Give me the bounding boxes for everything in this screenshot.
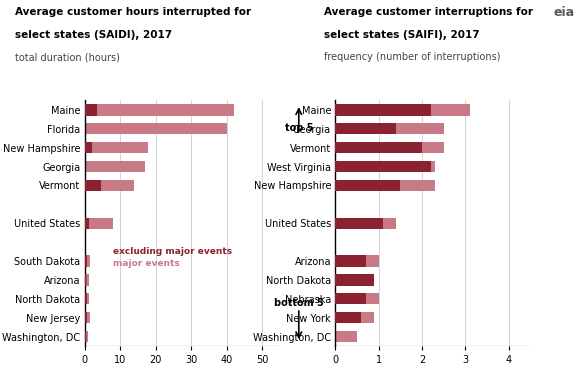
Bar bbox=[85, 142, 149, 153]
Bar bbox=[335, 161, 431, 172]
Bar bbox=[85, 180, 100, 191]
Bar bbox=[85, 218, 113, 229]
Bar bbox=[85, 180, 134, 191]
Bar bbox=[335, 312, 374, 323]
Bar bbox=[335, 331, 357, 342]
Bar bbox=[335, 293, 378, 304]
Bar bbox=[335, 142, 422, 153]
Bar bbox=[335, 274, 374, 286]
Bar bbox=[85, 255, 90, 267]
Bar bbox=[335, 123, 444, 134]
Bar bbox=[335, 218, 383, 229]
Bar bbox=[335, 218, 396, 229]
Bar bbox=[85, 331, 88, 342]
Bar bbox=[85, 104, 234, 116]
Text: total duration (hours): total duration (hours) bbox=[15, 52, 120, 62]
Bar bbox=[335, 123, 396, 134]
Bar bbox=[85, 123, 227, 134]
Bar bbox=[85, 331, 86, 342]
Bar bbox=[85, 293, 87, 304]
Bar bbox=[335, 293, 366, 304]
Bar bbox=[85, 218, 89, 229]
Bar bbox=[85, 293, 89, 304]
Text: select states (SAIDI), 2017: select states (SAIDI), 2017 bbox=[15, 30, 172, 40]
Text: select states (SAIFI), 2017: select states (SAIFI), 2017 bbox=[324, 30, 479, 40]
Text: Average customer interruptions for: Average customer interruptions for bbox=[324, 7, 532, 17]
Text: major events: major events bbox=[113, 259, 180, 268]
Bar bbox=[335, 142, 444, 153]
Bar bbox=[335, 312, 361, 323]
Bar bbox=[85, 312, 87, 323]
Bar bbox=[85, 274, 86, 286]
Text: top 5: top 5 bbox=[285, 122, 313, 132]
Text: Average customer hours interrupted for: Average customer hours interrupted for bbox=[15, 7, 251, 17]
Bar bbox=[85, 142, 92, 153]
Text: frequency (number of interruptions): frequency (number of interruptions) bbox=[324, 52, 500, 62]
Bar bbox=[335, 255, 378, 267]
Bar bbox=[335, 274, 374, 286]
Bar bbox=[335, 104, 431, 116]
Bar bbox=[85, 312, 90, 323]
Bar bbox=[335, 180, 401, 191]
Text: bottom 5: bottom 5 bbox=[274, 298, 324, 308]
Bar bbox=[85, 161, 145, 172]
Bar bbox=[335, 161, 435, 172]
Bar bbox=[335, 180, 435, 191]
Bar bbox=[335, 104, 470, 116]
Bar bbox=[85, 104, 97, 116]
Bar bbox=[85, 274, 89, 286]
Bar bbox=[335, 255, 366, 267]
Bar bbox=[85, 255, 87, 267]
Text: excluding major events: excluding major events bbox=[113, 247, 232, 256]
Text: eia: eia bbox=[553, 6, 574, 19]
